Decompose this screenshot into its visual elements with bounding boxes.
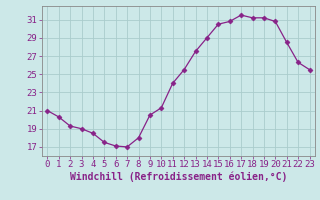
- X-axis label: Windchill (Refroidissement éolien,°C): Windchill (Refroidissement éolien,°C): [70, 172, 287, 182]
